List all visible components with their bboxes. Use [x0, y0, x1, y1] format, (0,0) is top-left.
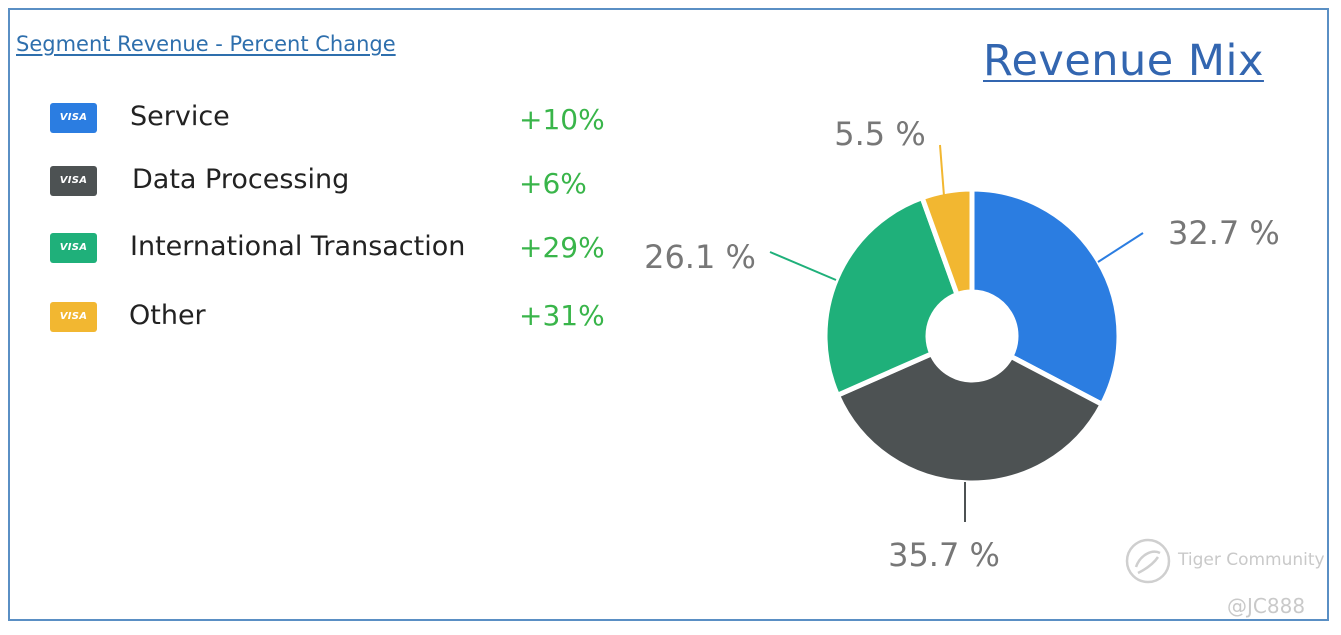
- visa-card-icon: VISA: [50, 166, 97, 196]
- legend-item-data-processing: VISA Data Processing +6%: [0, 160, 620, 200]
- legend-label: International Transaction: [130, 231, 466, 262]
- percent-change: +29%: [519, 231, 605, 264]
- visa-card-icon: VISA: [50, 103, 97, 133]
- visa-card-icon: VISA: [50, 302, 97, 332]
- percent-change: +10%: [519, 103, 605, 136]
- watermark-brand: Tiger Community: [1178, 550, 1325, 570]
- legend-item-international-transaction: VISA International Transaction +29%: [0, 227, 620, 267]
- legend-item-other: VISA Other +31%: [0, 296, 620, 336]
- legend-label: Other: [129, 300, 206, 331]
- percent-change: +31%: [519, 299, 605, 332]
- legend-label: Service: [130, 101, 230, 132]
- legend-item-service: VISA Service +10%: [0, 97, 620, 137]
- visa-card-icon: VISA: [50, 233, 97, 263]
- tiger-logo-icon: [1125, 538, 1171, 584]
- segment-revenue-title: Segment Revenue - Percent Change: [16, 32, 396, 56]
- percent-change: +6%: [519, 167, 587, 200]
- watermark-handle: @JC888: [1227, 594, 1306, 618]
- legend-label: Data Processing: [132, 164, 350, 195]
- chart-title: Revenue Mix: [983, 36, 1264, 86]
